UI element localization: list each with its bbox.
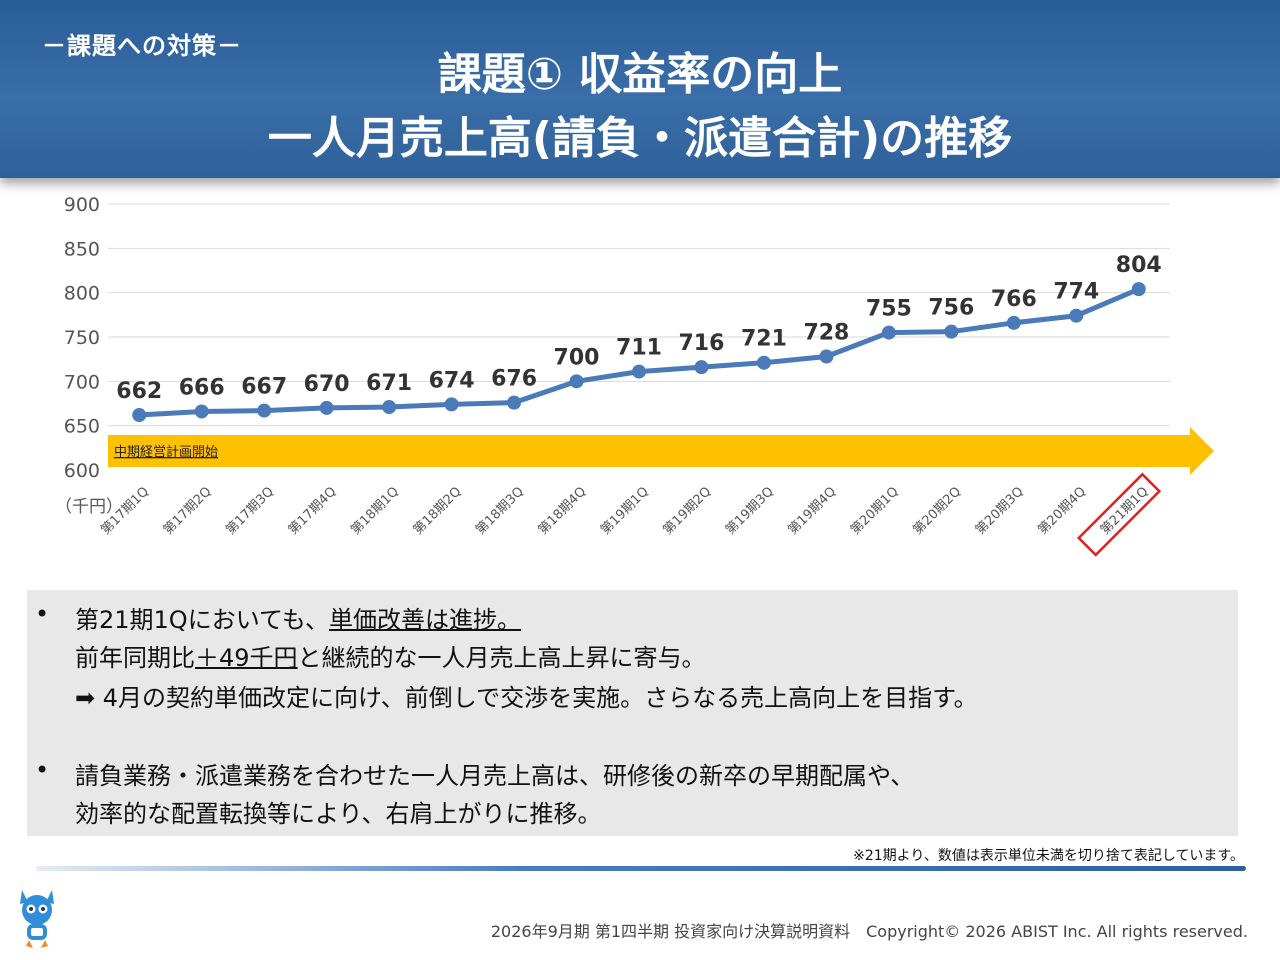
note-1-line-2-highlight: ＋49千円 — [195, 644, 298, 672]
footer-divider — [36, 866, 1246, 871]
y-tick-label: 700 — [64, 371, 100, 393]
data-point — [1006, 315, 1021, 330]
line-chart: 900 850 800 750 700 650 600 （千円） 中期経営計画開始 662 666 6… — [55, 194, 1214, 557]
data-point — [881, 325, 896, 340]
data-point — [819, 349, 834, 364]
note-1-line-1: 第21期1Qにおいても、単価改善は進捗。 — [75, 600, 521, 635]
note-2-line-1: 請負業務・派遣業務を合わせた一人月売上高は、研修後の新卒の早期配属や、 — [75, 762, 915, 790]
x-tick-label: 第20期3Q — [973, 484, 1027, 538]
data-label: 756 — [928, 296, 974, 321]
x-tick-label: 第20期2Q — [910, 484, 964, 538]
x-tick-label: 第18期4Q — [536, 484, 590, 538]
note-1-line-3: ➡ 4月の契約単価改定に向け、前倒しで交渉を実施。さらなる売上高向上を目指す。 — [75, 684, 978, 712]
x-tick-label: 第17期4Q — [286, 484, 340, 538]
data-label: 667 — [241, 375, 287, 400]
x-tick-label: 第19期1Q — [598, 484, 652, 538]
mascot-logo — [20, 890, 54, 948]
x-tick-label: 第18期1Q — [348, 484, 402, 538]
data-point — [632, 364, 646, 379]
x-tick-label: 第18期2Q — [411, 484, 465, 538]
data-label: 766 — [991, 287, 1037, 312]
x-tick-label: 第18期3Q — [473, 484, 527, 538]
data-label: 676 — [491, 367, 537, 392]
note-1-prefix: 第21期1Qにおいても、 — [75, 606, 330, 634]
data-label: 804 — [1116, 253, 1162, 278]
y-tick-label: 800 — [64, 283, 100, 305]
x-tick-label: 第20期1Q — [848, 484, 902, 538]
data-point — [944, 324, 959, 339]
note-1-line-2-suffix: と継続的な一人月売上高上昇に寄与。 — [297, 644, 706, 672]
y-tick-label: 650 — [64, 416, 100, 438]
y-tick-label: 900 — [64, 194, 100, 216]
notes-panel: • 第21期1Qにおいても、単価改善は進捗。 前年同期比＋49千円と継続的な一人… — [27, 590, 1238, 836]
page-title: 課題① 収益率の向上 — [437, 49, 843, 100]
y-tick-label: 750 — [64, 327, 100, 349]
y-tick-label: 850 — [64, 238, 100, 260]
plan-start-arrow — [108, 427, 1214, 475]
data-label: 728 — [803, 321, 849, 346]
bullet-1: • — [35, 600, 50, 628]
bullet-2: • — [35, 756, 50, 784]
y-tick-label: 600 — [64, 460, 100, 482]
data-label: 662 — [116, 379, 162, 404]
title-banner: －課題への対策－ 課題① 収益率の向上 一人月売上高(請負・派遣合計)の推移 — [0, 0, 1280, 178]
x-tick-label: 第19期2Q — [661, 484, 715, 538]
data-point — [319, 400, 334, 415]
footnote: ※21期より、数値は表示単位未満を切り捨て表記しています。 — [853, 848, 1244, 864]
data-label: 755 — [866, 297, 912, 322]
data-point — [194, 404, 209, 419]
note-1-highlight: 単価改善は進捗。 — [329, 606, 522, 634]
note-1-line-2: 前年同期比＋49千円と継続的な一人月売上高上昇に寄与。 — [75, 638, 706, 673]
annotation-label: 中期経営計画開始 — [114, 444, 218, 460]
x-tick-label: 第17期3Q — [223, 484, 277, 538]
data-label: 721 — [741, 327, 787, 352]
data-label: 700 — [554, 345, 600, 370]
data-point — [756, 355, 771, 370]
section-subtitle: －課題への対策－ — [42, 32, 242, 60]
x-tick-label: 第17期2Q — [161, 484, 215, 538]
data-point — [1069, 308, 1084, 323]
data-label: 716 — [679, 331, 725, 356]
data-point — [257, 403, 272, 418]
highlight-box — [1076, 472, 1162, 557]
data-point — [382, 400, 397, 415]
x-tick-label: 第19期3Q — [723, 484, 777, 538]
data-label: 671 — [366, 371, 412, 396]
footer-copyright: 2026年9月期 第1四半期 投資家向け決算説明資料 Copyright© 20… — [490, 922, 1248, 941]
note-1-line-2-prefix: 前年同期比 — [75, 644, 195, 672]
x-tick-label: 第19期4Q — [785, 484, 839, 538]
data-point — [694, 360, 709, 375]
data-point — [444, 397, 459, 412]
data-point — [1131, 282, 1146, 297]
data-label: 774 — [1053, 280, 1099, 305]
data-label: 666 — [179, 375, 225, 400]
data-label: 674 — [429, 368, 475, 393]
data-label: 670 — [304, 372, 350, 397]
y-axis-unit: （千円） — [55, 497, 123, 517]
page-subtitle: 一人月売上高(請負・派遣合計)の推移 — [267, 113, 1013, 164]
data-point — [507, 395, 522, 410]
data-point — [569, 374, 584, 389]
data-label: 711 — [616, 336, 662, 361]
data-point — [132, 408, 147, 423]
x-tick-label: 第20期4Q — [1035, 484, 1089, 538]
note-2-line-2: 効率的な配置転換等により、右肩上がりに推移。 — [75, 800, 602, 828]
